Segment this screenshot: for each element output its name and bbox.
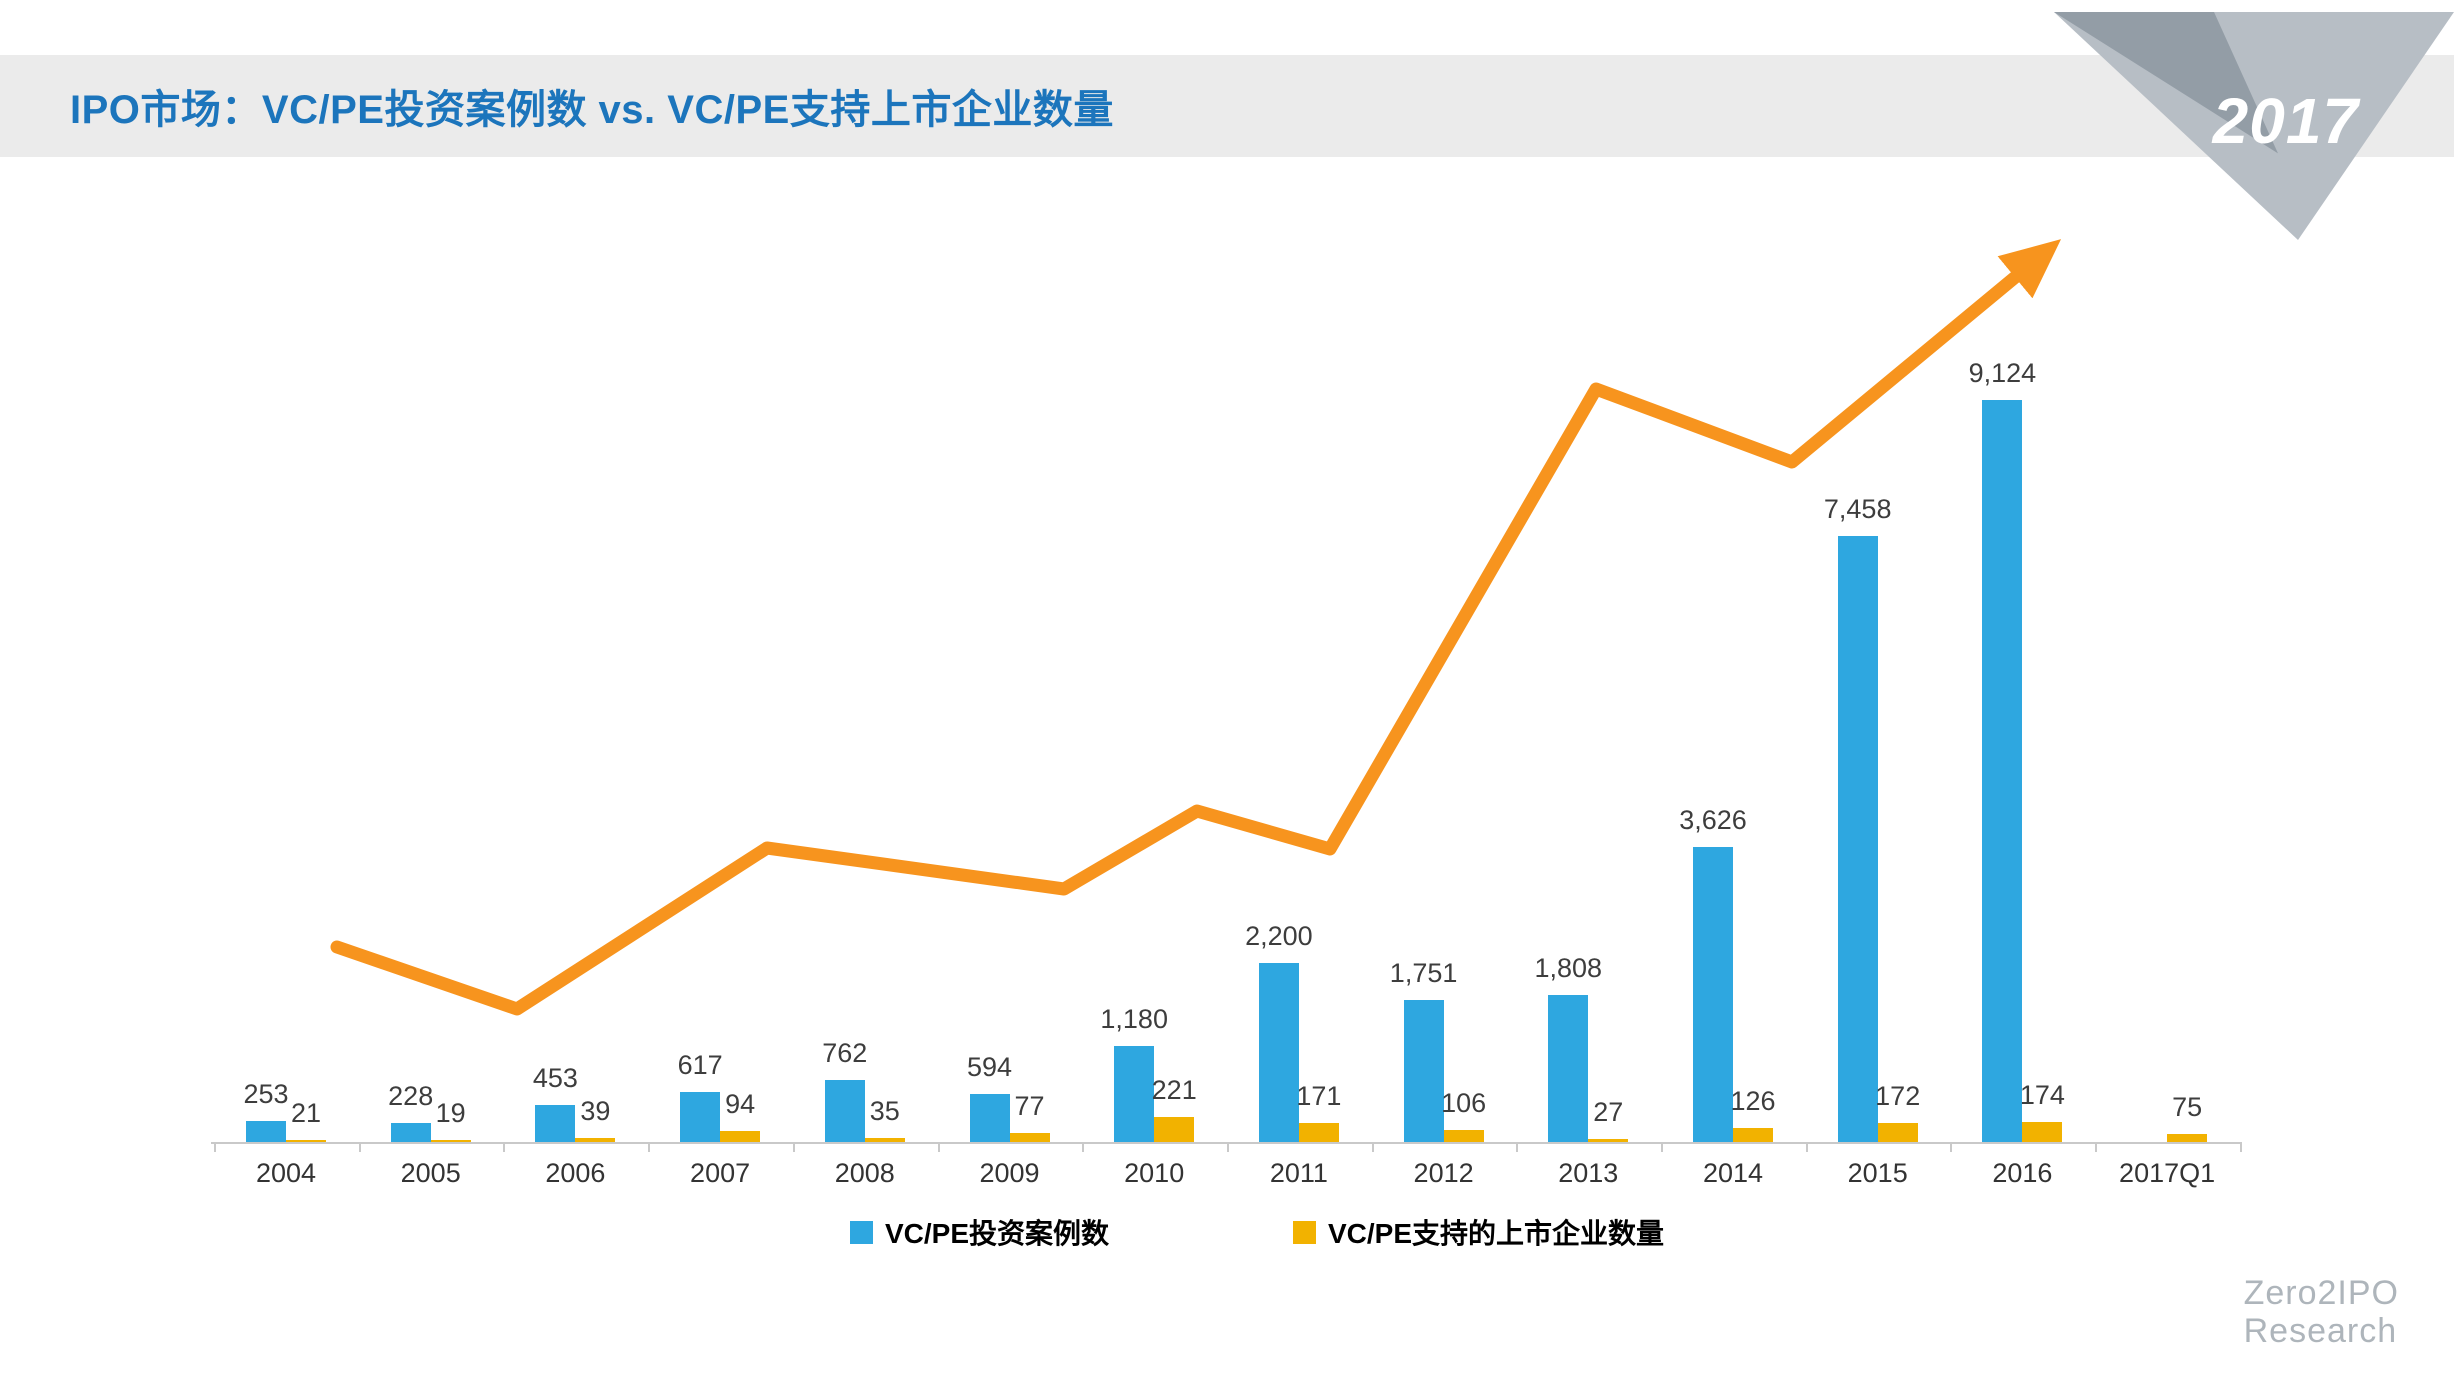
bar-investment-cases [1982,400,2023,1142]
bar-value-label: 7,458 [1823,493,1892,524]
bar-listed-companies [575,1137,616,1142]
axis-tick [1371,1142,1374,1152]
bar-investment-cases [969,1093,1010,1142]
x-axis-label: 2010 [1124,1158,1185,1188]
legend-label-listed-companies: VC/PE支持的上市企业数量 [1328,1218,1665,1249]
bar-value-label: 253 [243,1079,289,1110]
legend-swatch-blue [850,1220,873,1244]
bar-value-label: 106 [1441,1088,1487,1119]
bar-value-label: 228 [388,1081,434,1112]
page-title: IPO市场：VC/PE投资案例数 vs. VC/PE支持上市企业数量 [70,88,1114,132]
bar-listed-companies [1877,1122,1918,1142]
bar-value-label: 35 [869,1096,900,1127]
bar-listed-companies [1588,1138,1629,1142]
bar-investment-cases [246,1121,286,1142]
brand-logo: Zero2IPO Research [2244,1274,2399,1350]
bar-value-label: 453 [532,1063,578,1094]
bar-listed-companies [1443,1130,1484,1142]
x-axis-label: 2011 [1269,1158,1328,1188]
bar-value-label: 75 [2172,1091,2203,1122]
axis-tick [503,1142,506,1152]
bar-investment-cases [390,1123,431,1142]
corner-banner [2054,12,2454,240]
x-axis-label: 2007 [690,1158,751,1188]
legend-swatch-yellow [1293,1220,1316,1244]
bar-value-label: 21 [290,1097,322,1128]
bar-listed-companies [1009,1133,1050,1142]
axis-tick [2239,1142,2242,1152]
axis-tick [1516,1142,1519,1152]
bar-value-label: 77 [1014,1091,1045,1122]
axis-tick [1805,1142,1808,1152]
axis-tick [214,1142,216,1152]
header-band: IPO市场：VC/PE投资案例数 vs. VC/PE支持上市企业数量 [0,55,2454,157]
bar-value-label: 39 [580,1095,611,1126]
x-axis-label: 2004 [255,1158,317,1188]
year-badge: 2017 [2212,85,2359,157]
legend-item-listed-companies: VC/PE支持的上市企业数量 [1293,1212,1664,1252]
bar-value-label: 594 [966,1051,1013,1082]
bar-listed-companies [1733,1127,1773,1142]
bar-listed-companies [1154,1117,1195,1142]
bar-value-label: 126 [1730,1085,1776,1116]
x-axis-label: 2008 [834,1158,895,1188]
bar-value-label: 171 [1296,1080,1342,1111]
bar-value-label: 94 [725,1089,756,1120]
x-axis-line [211,1142,2242,1144]
bar-listed-companies [864,1138,905,1142]
x-axis-label: 2006 [545,1158,606,1188]
axis-tick [2095,1142,2098,1152]
bar-investment-cases [824,1080,865,1142]
bar-value-label: 3,626 [1679,805,1747,836]
bar-value-label: 1,180 [1100,1004,1168,1035]
axis-tick [1226,1142,1229,1152]
bar-value-label: 172 [1875,1080,1921,1111]
bar-investment-cases [1837,535,1878,1142]
bar-value-label: 9,124 [1968,358,2037,389]
axis-tick [1082,1142,1085,1152]
bar-value-label: 27 [1593,1096,1624,1127]
bar-value-label: 1,808 [1534,953,1603,983]
legend-label-investment-cases: VC/PE投资案例数 [885,1218,1110,1249]
axis-tick [792,1142,795,1152]
bar-value-label: 617 [677,1049,723,1080]
bar-listed-companies [720,1131,761,1142]
bar-listed-companies [430,1139,471,1142]
brand-line2: Research [2243,1311,2398,1350]
x-axis-label: 2009 [979,1158,1040,1188]
bar-investment-cases [680,1091,721,1142]
bar-listed-companies [2167,1133,2208,1142]
bar-value-label: 221 [1151,1075,1197,1106]
bar-listed-companies [1298,1122,1339,1142]
bar-investment-cases [1258,963,1299,1142]
bar-value-label: 174 [2019,1080,2065,1111]
bar-value-label: 1,751 [1389,957,1458,988]
x-axis-label: 2014 [1702,1158,1764,1188]
x-axis-label: 2015 [1847,1158,1908,1188]
legend-item-investment-cases: VC/PE投资案例数 [850,1212,1109,1252]
axis-tick [1661,1142,1663,1152]
bar-value-label: 19 [435,1097,466,1128]
brand-line1: Zero2IPO [2243,1273,2399,1312]
bar-listed-companies [286,1139,326,1142]
x-axis-label: 2013 [1558,1158,1619,1188]
bar-value-label: 2,200 [1245,921,1313,952]
axis-tick [1950,1142,1953,1152]
bar-investment-cases [1114,1046,1155,1142]
bar-listed-companies [2022,1122,2063,1142]
bar-investment-cases [1403,999,1444,1142]
x-axis-label: 2005 [400,1158,461,1188]
x-axis-label: 2017Q1 [2119,1158,2216,1188]
x-axis-label: 2012 [1413,1158,1474,1188]
axis-tick [937,1142,940,1152]
bar-investment-cases [535,1105,576,1142]
bar-investment-cases [1548,995,1589,1142]
x-axis-label: 2016 [1992,1158,2053,1188]
axis-tick [358,1142,361,1152]
axis-tick [648,1142,651,1152]
bar-value-label: 762 [822,1038,868,1069]
